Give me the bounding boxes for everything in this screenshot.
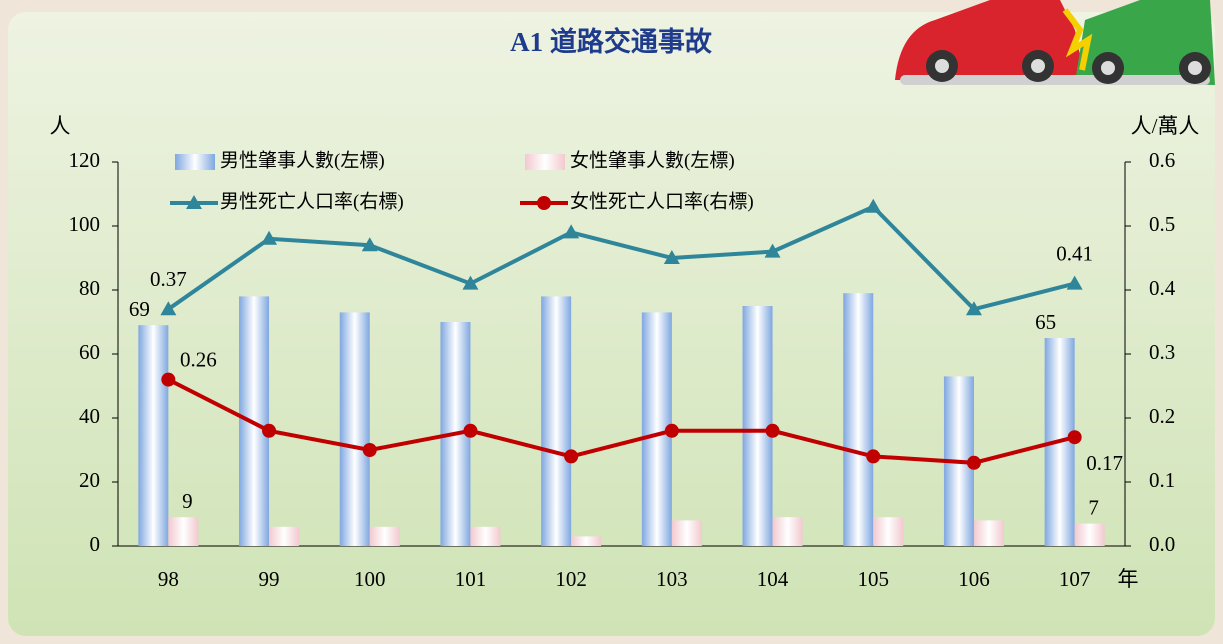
y-tick-label: 80 [79,276,100,300]
line-marker [865,198,882,213]
line-value-label: 0.26 [180,347,217,371]
line-marker [563,224,580,239]
x-tick-label: 102 [555,567,587,591]
line-marker [564,449,579,464]
legend-swatch [175,154,215,170]
bar [138,325,169,546]
line-value-label: 0.41 [1056,241,1093,265]
bar [1074,523,1105,546]
legend-marker [537,196,551,210]
line-marker [764,243,781,258]
line-marker [463,423,478,438]
bar [168,517,199,546]
bar [772,517,803,546]
bar [671,520,702,546]
bar-value-label: 65 [1035,310,1056,334]
line-marker [161,372,176,387]
legend-label: 女性死亡人口率(右標) [570,190,754,212]
x-tick-label: 100 [354,567,386,591]
y2-tick-label: 0.3 [1149,340,1175,364]
y-tick-label: 0 [90,532,101,556]
y2-axis-label: 人/萬人 [1131,114,1200,138]
car-illustration [895,0,1215,85]
legend-label: 男性死亡人口率(右標) [220,190,404,212]
x-tick-label: 107 [1059,567,1091,591]
line-marker [1066,275,1083,290]
bar [470,526,501,546]
y-tick-label: 100 [69,212,101,236]
y-axis-label: 人 [50,114,71,138]
line [167,377,1076,465]
x-axis-label: 年 [1118,567,1139,591]
y2-tick-label: 0.1 [1149,468,1175,492]
bar-value-label: 7 [1088,495,1099,519]
line-marker [663,250,680,264]
line-marker [462,275,479,290]
line [167,204,1076,312]
bar [873,517,904,546]
line-value-label: 0.37 [150,267,187,291]
bar [339,312,370,546]
line-marker [866,449,881,464]
bar [571,536,602,546]
line-marker [664,423,679,438]
line-marker [362,443,377,457]
x-tick-label: 101 [455,567,487,591]
legend-swatch [525,154,565,170]
line-marker [262,423,277,438]
x-tick-label: 98 [158,567,179,591]
x-tick-label: 106 [958,567,990,591]
bar-value-label: 9 [182,489,193,513]
legend-label: 女性肇事人數(左標) [570,149,735,171]
y2-tick-label: 0.6 [1149,148,1175,172]
y-tick-label: 40 [79,404,100,428]
line-marker [160,301,177,316]
legend-label: 男性肇事人數(左標) [220,149,385,171]
bar [369,526,400,546]
x-tick-label: 104 [757,567,789,591]
x-tick-label: 99 [259,567,280,591]
chart-title: A1 道路交通事故 [510,26,712,57]
y-tick-label: 60 [79,340,100,364]
line-marker [966,455,981,470]
line-marker [361,237,378,252]
bar [269,526,300,546]
y2-tick-label: 0.4 [1149,276,1176,300]
bar [541,296,572,546]
legend-marker [186,195,202,209]
bar [973,520,1004,546]
line-marker [1067,430,1082,445]
x-tick-label: 105 [858,567,890,591]
bar [843,293,874,546]
line-value-label: 0.17 [1086,451,1123,475]
y-tick-label: 20 [79,468,100,492]
line-marker [765,423,780,438]
y2-tick-label: 0.5 [1149,212,1175,236]
line-marker [261,230,278,245]
panel [8,12,1215,636]
bar-value-label: 69 [129,297,150,321]
y2-tick-label: 0.0 [1149,532,1175,556]
x-tick-label: 103 [656,567,688,591]
y2-tick-label: 0.2 [1149,404,1175,428]
line-marker [965,301,982,316]
y-tick-label: 120 [69,148,101,172]
